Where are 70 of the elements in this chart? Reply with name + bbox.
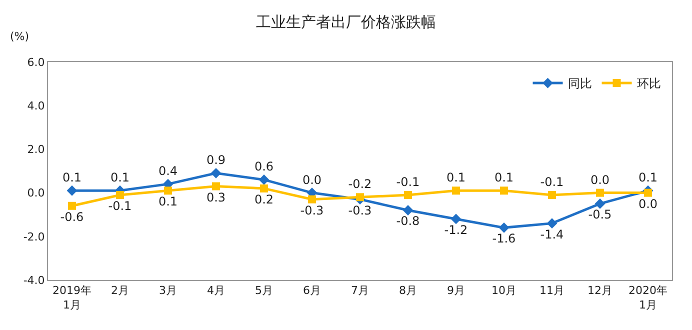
point bbox=[210, 168, 222, 178]
x-tick-label: 4月 bbox=[207, 284, 225, 298]
data-label: 0.0 bbox=[638, 196, 658, 211]
data-label: 0.0 bbox=[302, 172, 322, 187]
point bbox=[68, 202, 76, 210]
data-label: -0.1 bbox=[108, 198, 132, 213]
x-tick-label: 10月 bbox=[492, 284, 516, 298]
data-label: 0.3 bbox=[206, 190, 226, 204]
data-label: 0.9 bbox=[206, 153, 226, 168]
point bbox=[212, 182, 220, 190]
legend-label: 同比 bbox=[568, 76, 592, 91]
point bbox=[546, 218, 558, 229]
y-tick-label: 6.0 bbox=[27, 56, 45, 69]
point bbox=[644, 188, 652, 197]
point bbox=[164, 186, 172, 195]
point bbox=[308, 195, 316, 204]
data-label: -0.5 bbox=[588, 208, 612, 222]
x-tick-label: 9月 bbox=[447, 284, 465, 298]
point bbox=[116, 190, 124, 199]
y-tick-label: 4.0 bbox=[27, 99, 45, 112]
data-label: -1.6 bbox=[492, 232, 516, 246]
point bbox=[258, 174, 270, 185]
data-label: 0.1 bbox=[446, 170, 466, 185]
y-tick-label: -4.0 bbox=[23, 274, 45, 287]
data-label: -0.3 bbox=[348, 203, 372, 218]
y-tick-label: -2.0 bbox=[23, 230, 45, 244]
x-tick-label: 2月 bbox=[111, 284, 129, 298]
data-label: 0.1 bbox=[110, 170, 130, 185]
data-label: -1.4 bbox=[540, 227, 564, 242]
legend-label: 环比 bbox=[636, 76, 661, 91]
data-label: -0.3 bbox=[300, 203, 324, 218]
x-tick-label: 5月 bbox=[255, 284, 273, 298]
data-label: -0.1 bbox=[396, 174, 420, 189]
data-label: 0.0 bbox=[590, 172, 610, 187]
point bbox=[402, 205, 414, 216]
data-label: 0.2 bbox=[254, 192, 274, 206]
data-label: 0.1 bbox=[638, 170, 658, 185]
y-tick-label: 0.0 bbox=[27, 186, 45, 200]
data-label: 0.4 bbox=[158, 164, 178, 178]
point bbox=[66, 185, 78, 196]
point bbox=[404, 190, 412, 199]
x-tick-label: 2020年 1月 bbox=[628, 284, 668, 312]
data-label: -0.1 bbox=[540, 174, 564, 189]
chart-title: 工业生产者出厂价格涨跌幅 bbox=[256, 13, 436, 31]
point bbox=[356, 193, 364, 202]
x-tick-label: 6月 bbox=[303, 284, 321, 298]
point bbox=[450, 214, 462, 224]
x-tick-label: 3月 bbox=[159, 284, 177, 298]
x-tick-label: 8月 bbox=[399, 284, 417, 298]
y-axis-title: (%) bbox=[10, 30, 30, 43]
data-label: 0.1 bbox=[158, 194, 178, 209]
data-label: 0.6 bbox=[254, 160, 274, 174]
point bbox=[260, 184, 268, 192]
x-tick-label: 7月 bbox=[351, 284, 369, 298]
x-tick-label: 11月 bbox=[540, 284, 564, 298]
data-label: -0.6 bbox=[60, 210, 84, 224]
point bbox=[596, 188, 604, 197]
point bbox=[452, 186, 460, 195]
x-tick-label: 2019年 1月 bbox=[52, 284, 92, 312]
data-label: -0.8 bbox=[396, 214, 420, 228]
data-label: -1.2 bbox=[444, 222, 468, 237]
data-label: 0.1 bbox=[494, 170, 514, 185]
data-label: 0.1 bbox=[62, 170, 82, 185]
point bbox=[594, 198, 606, 209]
point bbox=[500, 186, 508, 195]
data-label: -0.2 bbox=[348, 177, 372, 192]
x-tick-label: 12月 bbox=[588, 284, 612, 298]
y-tick-label: 2.0 bbox=[27, 143, 45, 156]
point bbox=[498, 222, 510, 233]
point bbox=[548, 190, 556, 199]
